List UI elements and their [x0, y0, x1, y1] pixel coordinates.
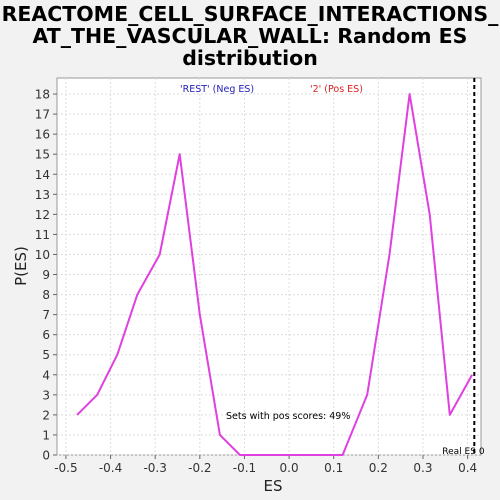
y-tick-label: 0 — [42, 449, 50, 463]
y-tick-label: 18 — [35, 88, 50, 102]
x-tick-label: -0.1 — [233, 461, 256, 475]
y-tick-label: 14 — [35, 168, 50, 182]
x-tick-label: 0.4 — [458, 461, 477, 475]
y-tick-label: 4 — [42, 368, 50, 382]
y-tick-label: 7 — [42, 308, 50, 322]
y-tick-label: 3 — [42, 388, 50, 402]
x-tick-label: 0.2 — [369, 461, 388, 475]
y-tick-label: 9 — [42, 268, 50, 282]
y-tick-label: 16 — [35, 128, 50, 142]
es-distribution-line — [76, 93, 473, 456]
chart-title-line-3: distribution — [182, 46, 318, 70]
chart-title-line-2: AT_THE_VASCULAR_WALL: Random ES — [32, 24, 468, 48]
x-tick-label: -0.5 — [54, 461, 77, 475]
y-tick-label: 6 — [42, 328, 50, 342]
chart-title-line-1: REACTOME_CELL_SURFACE_INTERACTIONS_ — [1, 2, 499, 26]
y-tick-label: 17 — [35, 108, 50, 122]
y-tick-label: 13 — [35, 188, 50, 202]
real-es-label: Real ES 0 — [442, 447, 485, 457]
y-tick-label: 5 — [42, 348, 50, 362]
y-tick-label: 1 — [42, 428, 50, 442]
x-tick-label: -0.4 — [99, 461, 122, 475]
chart-title: REACTOME_CELL_SURFACE_INTERACTIONS_ AT_T… — [0, 3, 500, 69]
x-tick-label: 0.0 — [280, 461, 299, 475]
x-tick-label: -0.3 — [143, 461, 166, 475]
y-tick-label: 8 — [42, 288, 50, 302]
legend-neg-es: 'REST' (Neg ES) — [180, 84, 254, 95]
legend-pos-es: '2' (Pos ES) — [310, 84, 363, 95]
y-axis-label: P(ES) — [12, 246, 30, 286]
y-tick-label: 15 — [35, 148, 50, 162]
y-tick-label: 10 — [35, 248, 50, 262]
plot-area-background — [56, 77, 482, 456]
x-axis-label: ES — [264, 477, 283, 495]
x-tick-label: -0.2 — [188, 461, 211, 475]
x-tick-label: 0.1 — [324, 461, 343, 475]
y-tick-label: 2 — [42, 408, 50, 422]
series-layer — [76, 93, 473, 456]
y-tick-label: 11 — [35, 228, 50, 242]
x-tick-label: 0.3 — [413, 461, 432, 475]
y-tick-label: 12 — [35, 208, 50, 222]
pos-scores-annotation: Sets with pos scores: 49% — [226, 411, 350, 422]
